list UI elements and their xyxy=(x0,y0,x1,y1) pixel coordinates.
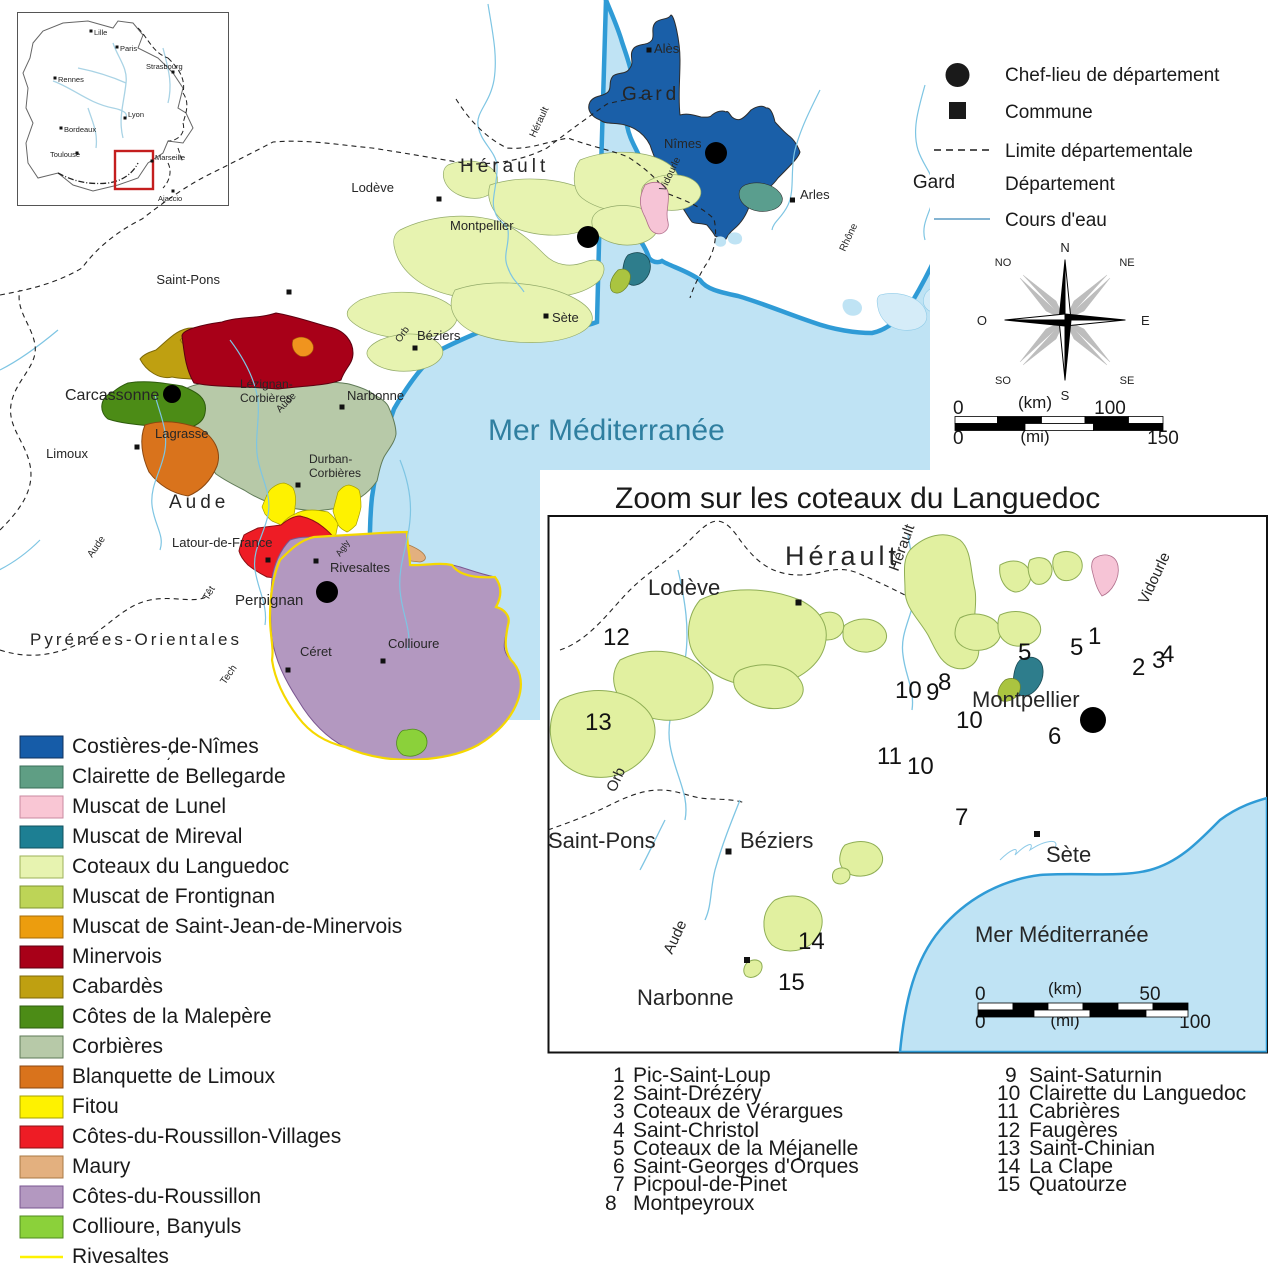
svg-text:10: 10 xyxy=(907,753,934,780)
svg-text:0: 0 xyxy=(953,428,964,449)
svg-text:Nîmes: Nîmes xyxy=(664,136,702,151)
svg-text:9: 9 xyxy=(926,679,939,706)
svg-text:Mer Méditerranée: Mer Méditerranée xyxy=(488,414,725,447)
svg-text:Montpeyroux: Montpeyroux xyxy=(633,1192,755,1215)
svg-text:Quatourze: Quatourze xyxy=(1029,1173,1127,1196)
svg-text:50: 50 xyxy=(1139,984,1160,1005)
svg-text:Limite départementale: Limite départementale xyxy=(1005,141,1193,162)
svg-text:Zoom sur les coteaux du Langue: Zoom sur les coteaux du Languedoc xyxy=(615,482,1100,515)
svg-text:7: 7 xyxy=(955,804,968,831)
svg-text:Côtes-du-Roussillon: Côtes-du-Roussillon xyxy=(72,1185,261,1208)
svg-text:5: 5 xyxy=(1018,639,1031,666)
svg-text:Carcassonne: Carcassonne xyxy=(65,387,159,404)
svg-text:Muscat de Frontignan: Muscat de Frontignan xyxy=(72,885,275,908)
svg-text:Muscat de Saint-Jean-de-Minerv: Muscat de Saint-Jean-de-Minervois xyxy=(72,915,402,938)
svg-text:1: 1 xyxy=(1088,623,1101,650)
svg-text:Béziers: Béziers xyxy=(417,328,461,343)
svg-text:Pyrénées-Orientales: Pyrénées-Orientales xyxy=(30,630,242,649)
svg-text:Gard: Gard xyxy=(622,84,680,105)
svg-text:N: N xyxy=(1060,240,1069,255)
svg-text:Arles: Arles xyxy=(800,187,830,202)
svg-text:Tech: Tech xyxy=(218,663,239,687)
svg-text:10: 10 xyxy=(895,677,922,704)
svg-text:Montpellier: Montpellier xyxy=(450,218,514,233)
svg-text:Aude: Aude xyxy=(169,492,229,513)
svg-text:Lodève: Lodève xyxy=(351,180,394,195)
svg-text:Narbonne: Narbonne xyxy=(347,388,404,403)
svg-text:Cabardès: Cabardès xyxy=(72,975,163,998)
svg-text:Commune: Commune xyxy=(1005,102,1093,123)
svg-text:Lézignan-: Lézignan- xyxy=(240,377,293,391)
svg-text:Maury: Maury xyxy=(72,1155,131,1178)
svg-text:Rivesaltes: Rivesaltes xyxy=(330,560,390,575)
svg-text:(km): (km) xyxy=(1048,979,1082,998)
svg-text:Corbières: Corbières xyxy=(72,1035,163,1058)
svg-text:14: 14 xyxy=(798,928,825,955)
svg-text:Mer Méditerranée: Mer Méditerranée xyxy=(975,922,1149,947)
svg-text:Gard: Gard xyxy=(913,172,955,193)
svg-text:Béziers: Béziers xyxy=(740,828,813,853)
svg-text:Minervois: Minervois xyxy=(72,945,162,968)
svg-text:6: 6 xyxy=(1048,723,1061,750)
svg-text:O: O xyxy=(977,313,987,328)
svg-text:Côtes de la Malepère: Côtes de la Malepère xyxy=(72,1005,272,1028)
svg-text:Céret: Céret xyxy=(300,644,332,659)
svg-text:Limoux: Limoux xyxy=(46,446,88,461)
svg-text:Rivesaltes: Rivesaltes xyxy=(72,1245,169,1268)
svg-text:Rhône: Rhône xyxy=(838,222,861,254)
svg-text:Corbières: Corbières xyxy=(309,466,361,480)
svg-text:Durban-: Durban- xyxy=(309,452,352,466)
svg-text:Blanquette de Limoux: Blanquette de Limoux xyxy=(72,1065,276,1088)
svg-text:8: 8 xyxy=(938,669,951,696)
svg-text:Latour-de-France: Latour-de-France xyxy=(172,535,272,550)
svg-text:E: E xyxy=(1141,313,1150,328)
svg-text:Collioure: Collioure xyxy=(388,636,439,651)
svg-text:S: S xyxy=(1061,388,1070,403)
svg-text:Fitou: Fitou xyxy=(72,1095,119,1118)
svg-text:Chef-lieu de département: Chef-lieu de département xyxy=(1005,65,1220,86)
svg-text:15: 15 xyxy=(997,1173,1020,1196)
svg-text:Cours d'eau: Cours d'eau xyxy=(1005,210,1107,231)
svg-text:Alès: Alès xyxy=(654,41,680,56)
svg-text:SE: SE xyxy=(1120,375,1135,387)
svg-text:Côtes-du-Roussillon-Villages: Côtes-du-Roussillon-Villages xyxy=(72,1125,341,1148)
svg-text:Narbonne: Narbonne xyxy=(637,985,734,1010)
svg-text:Département: Département xyxy=(1005,174,1116,195)
svg-text:0: 0 xyxy=(953,398,964,419)
svg-text:Perpignan: Perpignan xyxy=(235,592,303,609)
svg-text:NO: NO xyxy=(995,257,1012,269)
svg-text:0: 0 xyxy=(975,984,986,1005)
svg-text:2: 2 xyxy=(1132,654,1145,681)
svg-text:Têt: Têt xyxy=(201,584,218,602)
svg-text:Muscat de Mireval: Muscat de Mireval xyxy=(72,825,242,848)
svg-text:Muscat de Lunel: Muscat de Lunel xyxy=(72,795,226,818)
svg-text:Montpellier: Montpellier xyxy=(972,687,1080,712)
svg-text:Lodève: Lodève xyxy=(648,575,720,600)
svg-text:NE: NE xyxy=(1119,257,1134,269)
svg-text:Sète: Sète xyxy=(552,310,579,325)
svg-text:SO: SO xyxy=(995,375,1011,387)
svg-text:Hérault: Hérault xyxy=(528,105,552,139)
svg-text:Clairette de Bellegarde: Clairette de Bellegarde xyxy=(72,765,286,788)
svg-text:12: 12 xyxy=(603,624,630,651)
svg-text:Collioure, Banyuls: Collioure, Banyuls xyxy=(72,1215,241,1238)
svg-text:Lagrasse: Lagrasse xyxy=(155,426,208,441)
svg-text:11: 11 xyxy=(877,743,902,770)
svg-text:150: 150 xyxy=(1147,428,1179,449)
svg-text:Aude: Aude xyxy=(85,534,108,560)
svg-text:Saint-Pons: Saint-Pons xyxy=(156,272,220,287)
svg-text:15: 15 xyxy=(778,969,805,996)
svg-text:100: 100 xyxy=(1094,398,1126,419)
svg-text:Sète: Sète xyxy=(1046,842,1091,867)
svg-text:(km): (km) xyxy=(1018,393,1052,412)
svg-text:Saint-Pons: Saint-Pons xyxy=(548,828,656,853)
svg-text:Hérault: Hérault xyxy=(460,156,549,177)
svg-text:4: 4 xyxy=(1161,641,1174,668)
svg-text:5: 5 xyxy=(1070,634,1083,661)
svg-text:Costières-de-Nîmes: Costières-de-Nîmes xyxy=(72,735,259,758)
svg-text:Hérault: Hérault xyxy=(785,541,900,571)
svg-text:13: 13 xyxy=(585,709,612,736)
svg-text:Coteaux du Languedoc: Coteaux du Languedoc xyxy=(72,855,289,878)
svg-text:8: 8 xyxy=(605,1192,617,1215)
